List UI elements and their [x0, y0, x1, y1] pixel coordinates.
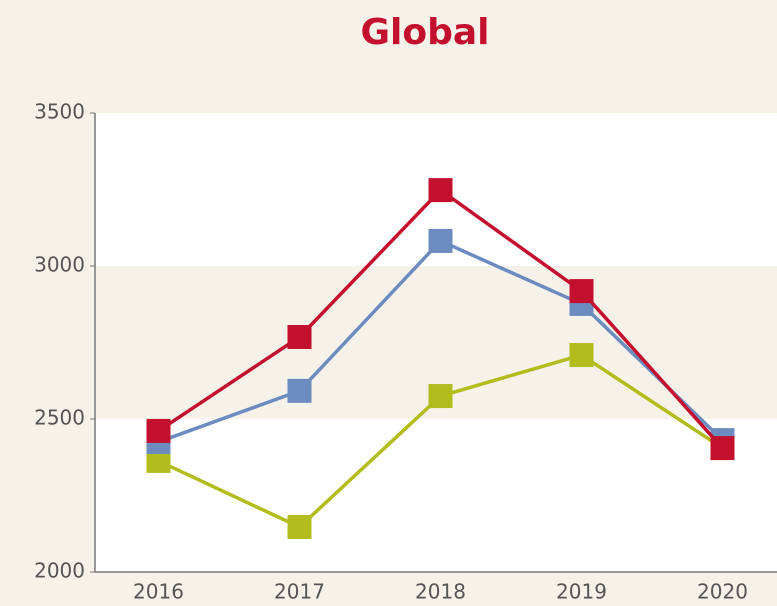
point-marker	[428, 384, 453, 409]
point-marker	[287, 515, 312, 540]
point-marker	[287, 324, 312, 349]
point-marker	[428, 228, 453, 253]
x-tick-label: 2016	[133, 580, 184, 604]
point-marker	[569, 279, 594, 304]
point-marker	[569, 343, 594, 368]
x-tick-label: 2018	[415, 580, 466, 604]
point-marker	[287, 378, 312, 403]
x-tick-label: 2017	[274, 580, 325, 604]
chart-title: Global	[360, 12, 489, 53]
y-tick-label: 3000	[34, 253, 85, 277]
x-tick-label: 2020	[697, 580, 748, 604]
y-tick-label: 3500	[34, 100, 85, 124]
point-marker	[146, 418, 171, 443]
y-tick-label: 2000	[34, 559, 85, 583]
y-tick-label: 2500	[34, 406, 85, 430]
point-marker	[428, 178, 453, 203]
x-tick-label: 2019	[556, 580, 607, 604]
point-marker	[710, 436, 735, 461]
